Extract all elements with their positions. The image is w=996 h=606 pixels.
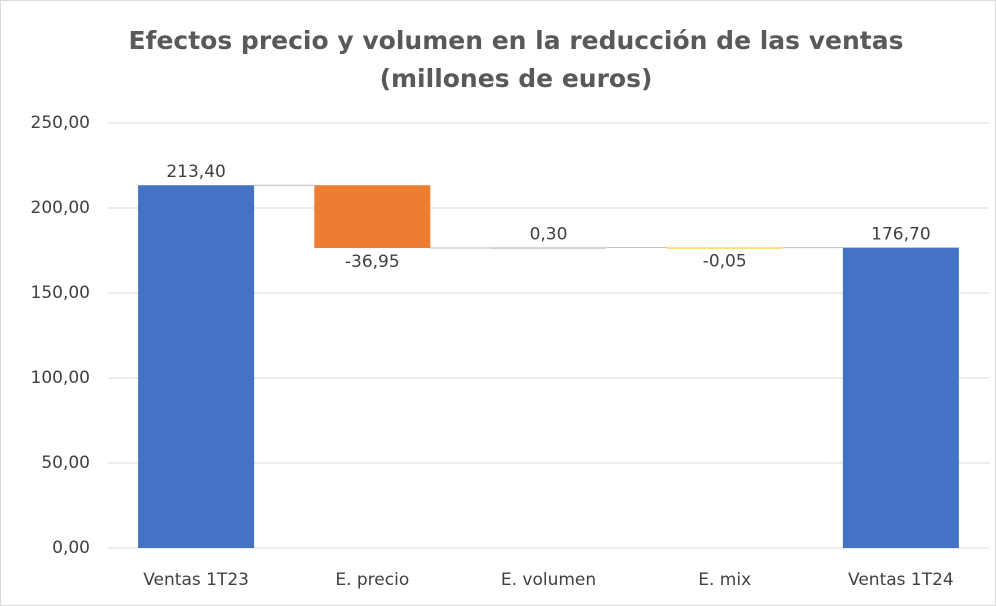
chart-subtitle: (millones de euros): [380, 64, 653, 93]
value-label: -0,05: [703, 252, 747, 272]
x-tick-label: E. mix: [698, 570, 751, 590]
value-label: 0,30: [530, 225, 568, 245]
bar: [842, 247, 959, 549]
chart-title: Efectos precio y volumen en la reducción…: [128, 26, 903, 55]
y-tick-label: 200,00: [31, 198, 90, 218]
bar: [666, 247, 783, 249]
x-tick-label: E. volumen: [501, 570, 596, 590]
y-tick-label: 250,00: [31, 113, 90, 133]
value-label: -36,95: [345, 252, 400, 272]
bar: [138, 185, 255, 548]
y-tick-label: 50,00: [41, 453, 90, 473]
x-tick-label: E. precio: [335, 570, 409, 590]
value-label: 213,40: [166, 162, 225, 182]
x-tick-label: Ventas 1T24: [848, 570, 954, 590]
x-tick-label: Ventas 1T23: [143, 570, 249, 590]
value-label: 176,70: [871, 225, 930, 245]
y-tick-label: 150,00: [31, 283, 90, 303]
y-tick-label: 100,00: [31, 368, 90, 388]
bar: [314, 185, 431, 249]
y-tick-label: 0,00: [52, 538, 90, 558]
bar: [490, 247, 607, 249]
